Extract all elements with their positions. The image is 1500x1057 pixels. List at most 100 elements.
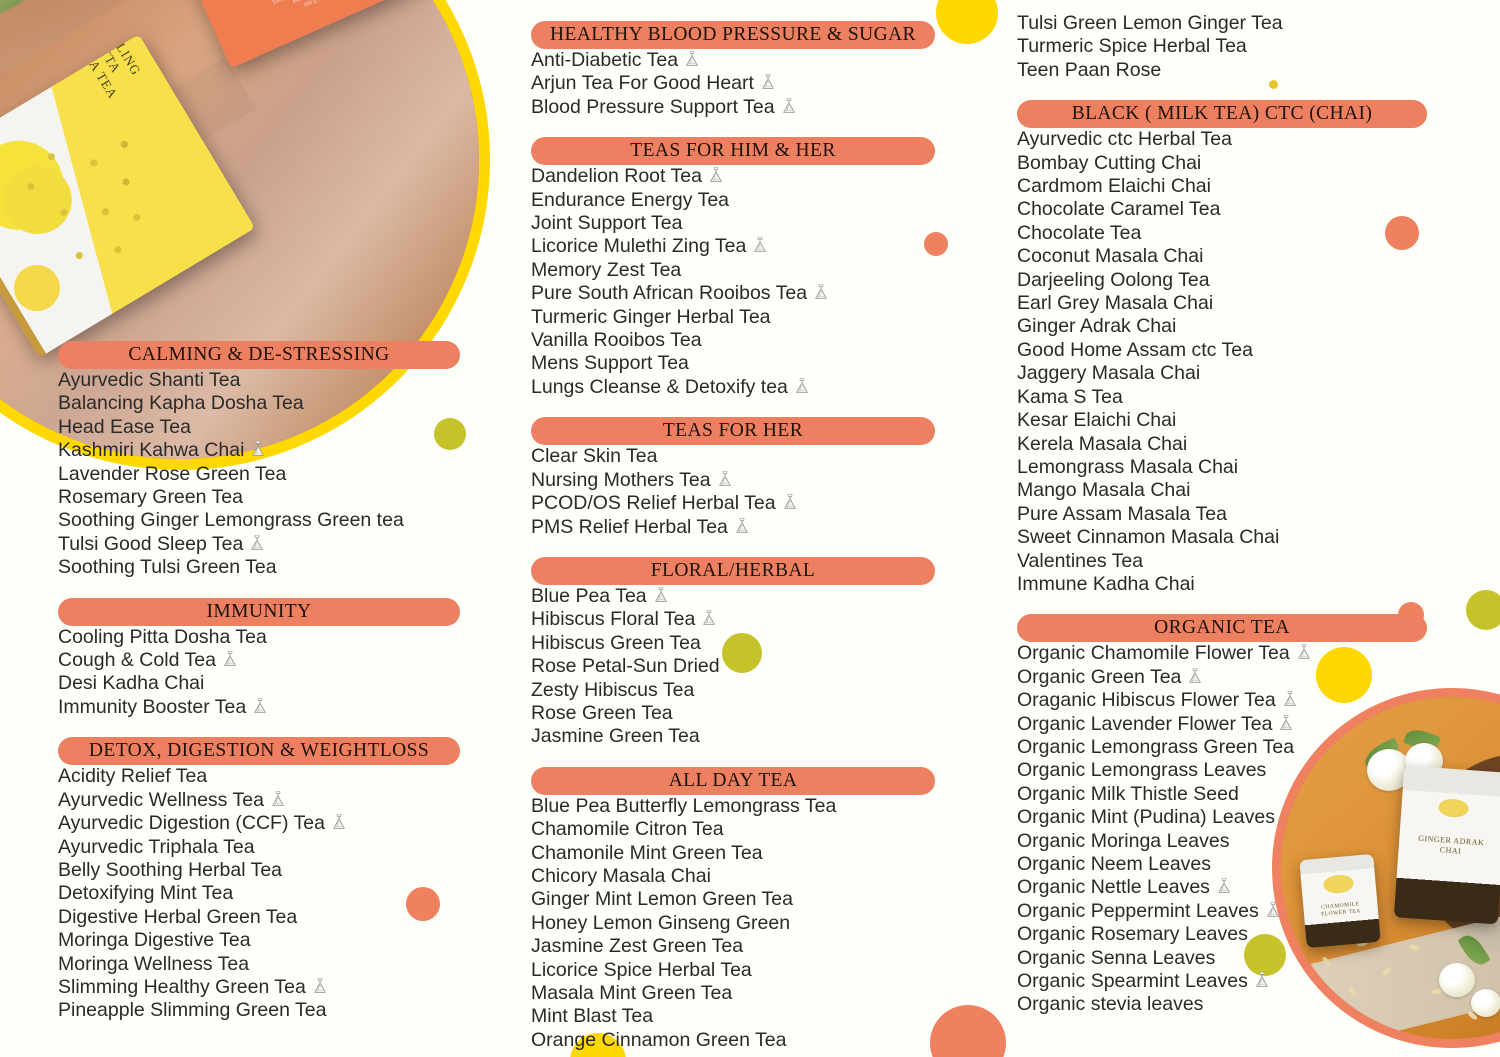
tea-item[interactable]: Teen Paan Rose <box>1017 59 1427 82</box>
tea-item[interactable]: Anti-Diabetic Tea <box>531 49 935 72</box>
tea-item[interactable]: Mens Support Tea <box>531 352 935 375</box>
tea-item[interactable]: Detoxifying Mint Tea <box>58 882 460 905</box>
tea-item[interactable]: Zesty Hibiscus Tea <box>531 679 935 702</box>
tea-item[interactable]: Jaggery Masala Chai <box>1017 362 1427 385</box>
tea-item[interactable]: Darjeeling Oolong Tea <box>1017 269 1427 292</box>
tea-item[interactable]: Oraganic Hibiscus Flower Tea <box>1017 689 1427 712</box>
tea-item[interactable]: Organic Rosemary Leaves <box>1017 923 1427 946</box>
tea-item[interactable]: Soothing Tulsi Green Tea <box>58 556 460 579</box>
tea-item[interactable]: Rose Petal-Sun Dried <box>531 655 935 678</box>
tea-item[interactable]: Valentines Tea <box>1017 550 1427 573</box>
tea-item[interactable]: Belly Soothing Herbal Tea <box>58 859 460 882</box>
tea-item[interactable]: Ginger Mint Lemon Green Tea <box>531 888 935 911</box>
tea-item[interactable]: Balancing Kapha Dosha Tea <box>58 392 460 415</box>
tea-item[interactable]: Good Home Assam ctc Tea <box>1017 339 1427 362</box>
tea-item[interactable]: Organic Peppermint Leaves <box>1017 900 1427 923</box>
tea-item[interactable]: Vanilla Rooibos Tea <box>531 329 935 352</box>
tea-item[interactable]: Blue Pea Butterfly Lemongrass Tea <box>531 795 935 818</box>
tea-item[interactable]: Masala Mint Green Tea <box>531 982 935 1005</box>
tea-item[interactable]: Kerela Masala Chai <box>1017 433 1427 456</box>
tea-item[interactable]: Jasmine Zest Green Tea <box>531 935 935 958</box>
tea-item[interactable]: Organic Mint (Pudina) Leaves <box>1017 806 1427 829</box>
tea-item[interactable]: Kesar Elaichi Chai <box>1017 409 1427 432</box>
tea-item[interactable]: Arjun Tea For Good Heart <box>531 72 935 95</box>
tea-item[interactable]: Turmeric Ginger Herbal Tea <box>531 306 935 329</box>
tea-item[interactable]: Kama S Tea <box>1017 386 1427 409</box>
tea-item[interactable]: Bombay Cutting Chai <box>1017 152 1427 175</box>
tea-item[interactable]: Turmeric Spice Herbal Tea <box>1017 35 1427 58</box>
tea-item[interactable]: Desi Kadha Chai <box>58 672 460 695</box>
tea-item[interactable]: Mint Blast Tea <box>531 1005 935 1028</box>
tea-item[interactable]: Organic Lemongrass Leaves <box>1017 759 1427 782</box>
tea-item[interactable]: Cardmom Elaichi Chai <box>1017 175 1427 198</box>
tea-item[interactable]: Ayurvedic Wellness Tea <box>58 789 460 812</box>
tea-item[interactable]: Organic Lemongrass Green Tea <box>1017 736 1427 759</box>
tea-item[interactable]: Organic Green Tea <box>1017 666 1427 689</box>
tea-item[interactable]: Endurance Energy Tea <box>531 189 935 212</box>
tea-item[interactable]: PCOD/OS Relief Herbal Tea <box>531 492 935 515</box>
tea-item[interactable]: Hibiscus Floral Tea <box>531 608 935 631</box>
tea-item[interactable]: Organic Milk Thistle Seed <box>1017 783 1427 806</box>
tea-item[interactable]: Organic Spearmint Leaves <box>1017 970 1427 993</box>
tea-item[interactable]: Dandelion Root Tea <box>531 165 935 188</box>
tea-item[interactable]: Organic Nettle Leaves <box>1017 876 1427 899</box>
tea-item[interactable]: Joint Support Tea <box>531 212 935 235</box>
tea-item[interactable]: Ginger Adrak Chai <box>1017 315 1427 338</box>
tea-item[interactable]: Head Ease Tea <box>58 416 460 439</box>
tea-item[interactable]: Ayurvedic Triphala Tea <box>58 836 460 859</box>
tea-item[interactable]: Organic Chamomile Flower Tea <box>1017 642 1427 665</box>
tea-item[interactable]: Chamomile Citron Tea <box>531 818 935 841</box>
tea-item[interactable]: Lavender Rose Green Tea <box>58 463 460 486</box>
tea-item-label: Pure South African Rooibos Tea <box>531 282 808 305</box>
tea-item[interactable]: Hibiscus Green Tea <box>531 632 935 655</box>
tea-item[interactable]: Organic Neem Leaves <box>1017 853 1427 876</box>
tea-item[interactable]: Honey Lemon Ginseng Green <box>531 912 935 935</box>
tea-item[interactable]: Chicory Masala Chai <box>531 865 935 888</box>
tea-item[interactable]: Chocolate Tea <box>1017 222 1427 245</box>
tea-item[interactable]: Moringa Digestive Tea <box>58 929 460 952</box>
tea-item[interactable]: Lungs Cleanse & Detoxify tea <box>531 376 935 399</box>
tea-item[interactable]: Pure Assam Masala Tea <box>1017 503 1427 526</box>
tea-item[interactable]: Ayurvedic Digestion (CCF) Tea <box>58 812 460 835</box>
tea-item[interactable]: Cooling Pitta Dosha Tea <box>58 626 460 649</box>
tea-item[interactable]: Lemongrass Masala Chai <box>1017 456 1427 479</box>
tea-item[interactable]: Immunity Booster Tea <box>58 696 460 719</box>
tea-item[interactable]: Organic stevia leaves <box>1017 993 1427 1016</box>
tea-item[interactable]: Digestive Herbal Green Tea <box>58 906 460 929</box>
tea-item[interactable]: Mango Masala Chai <box>1017 479 1427 502</box>
tea-item[interactable]: Chocolate Caramel Tea <box>1017 198 1427 221</box>
tea-item[interactable]: Ayurvedic Shanti Tea <box>58 369 460 392</box>
tea-item[interactable]: Acidity Relief Tea <box>58 765 460 788</box>
tea-item[interactable]: Organic Lavender Flower Tea <box>1017 713 1427 736</box>
tea-item[interactable]: Cough & Cold Tea <box>58 649 460 672</box>
tea-item[interactable]: Tulsi Good Sleep Tea <box>58 533 460 556</box>
tea-item[interactable]: Licorice Spice Herbal Tea <box>531 959 935 982</box>
tea-item[interactable]: Clear Skin Tea <box>531 445 935 468</box>
tea-item[interactable]: Sweet Cinnamon Masala Chai <box>1017 526 1427 549</box>
tea-item[interactable]: Rose Green Tea <box>531 702 935 725</box>
tea-item[interactable]: Tulsi Green Lemon Ginger Tea <box>1017 12 1427 35</box>
tea-item[interactable]: Organic Moringa Leaves <box>1017 830 1427 853</box>
tea-item[interactable]: Rosemary Green Tea <box>58 486 460 509</box>
tea-item[interactable]: Kashmiri Kahwa Chai <box>58 439 460 462</box>
tea-item[interactable]: PMS Relief Herbal Tea <box>531 516 935 539</box>
tea-item[interactable]: Blood Pressure Support Tea <box>531 96 935 119</box>
tea-item[interactable]: Jasmine Green Tea <box>531 725 935 748</box>
tea-item[interactable]: Nursing Mothers Tea <box>531 469 935 492</box>
tea-item[interactable]: Immune Kadha Chai <box>1017 573 1427 596</box>
tea-item[interactable]: Pineapple Slimming Green Tea <box>58 999 460 1022</box>
tea-item[interactable]: Slimming Healthy Green Tea <box>58 976 460 999</box>
tea-item[interactable]: Soothing Ginger Lemongrass Green tea <box>58 509 460 532</box>
tea-item[interactable]: Earl Grey Masala Chai <box>1017 292 1427 315</box>
tea-item[interactable]: Moringa Wellness Tea <box>58 953 460 976</box>
tea-item[interactable]: Memory Zest Tea <box>531 259 935 282</box>
tea-item[interactable]: Orange Cinnamon Green Tea <box>531 1029 935 1052</box>
tea-item[interactable]: Ayurvedic ctc Herbal Tea <box>1017 128 1427 151</box>
tea-item[interactable]: Licorice Mulethi Zing Tea <box>531 235 935 258</box>
tea-item[interactable]: Chamonile Mint Green Tea <box>531 842 935 865</box>
tea-item[interactable]: Pure South African Rooibos Tea <box>531 282 935 305</box>
tea-item-label: Turmeric Ginger Herbal Tea <box>531 305 771 328</box>
tea-item[interactable]: Coconut Masala Chai <box>1017 245 1427 268</box>
tea-item[interactable]: Blue Pea Tea <box>531 585 935 608</box>
tea-item[interactable]: Organic Senna Leaves <box>1017 947 1427 970</box>
